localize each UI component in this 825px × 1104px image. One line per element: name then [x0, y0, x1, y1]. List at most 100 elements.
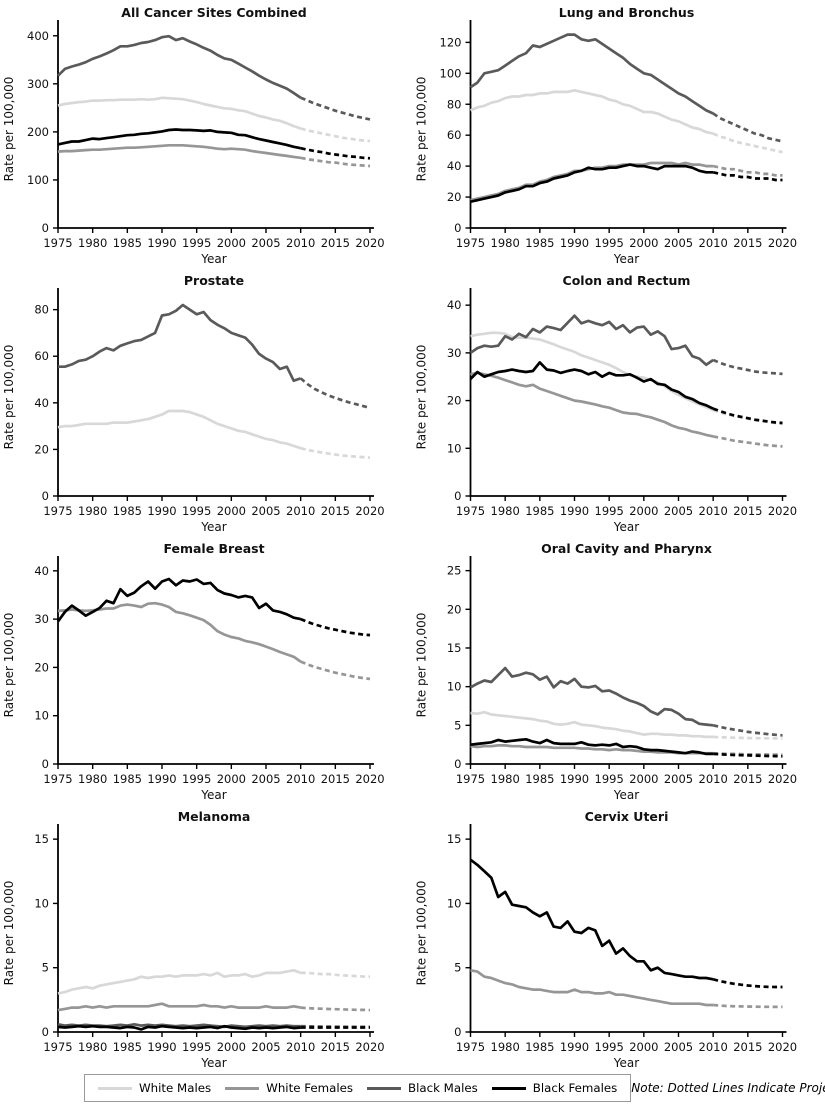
x-tick-label: 1990: [560, 772, 589, 786]
x-axis-title: Year: [200, 788, 226, 802]
x-tick-label: 2000: [629, 236, 658, 250]
legend-item-black-females: Black Females: [491, 1081, 617, 1095]
x-tick-label: 1980: [491, 1040, 520, 1054]
x-tick-label: 1975: [456, 236, 485, 250]
x-tick-label: 2020: [768, 772, 797, 786]
x-tick-label: 2000: [629, 772, 658, 786]
y-tick-label: 20: [34, 660, 49, 674]
line-white-males-observed: [57, 409, 302, 450]
line-white-males-observed: [470, 710, 714, 739]
y-axis-title: Rate per 100,000: [415, 881, 429, 986]
line-black-males-observed: [469, 33, 714, 115]
y-axis-title: Rate per 100,000: [415, 345, 429, 450]
x-tick-label: 1995: [182, 504, 211, 518]
y-tick-label: 40: [447, 298, 462, 312]
legend-label-white-females: White Females: [266, 1081, 354, 1095]
y-tick-label: 20: [447, 190, 462, 204]
chart-panel-all-cancer-sites-combined: All Cancer Sites Combined Rate per 100,0…: [0, 0, 412, 268]
y-tick-label: 400: [27, 29, 49, 43]
chart-plot-female-breast: Female Breast Rate per 100,000 Year 0 10 2…: [2, 541, 385, 802]
x-tick-label: 1975: [43, 772, 72, 786]
line-black-males-observed: [469, 666, 714, 727]
y-tick-label: 10: [34, 896, 49, 910]
x-axis-title: Year: [613, 520, 639, 534]
legend-row: White Males White Females Black Males Bl…: [0, 1072, 825, 1104]
chart-plot-colon-and-rectum: Colon and Rectum Rate per 100,000 Year 0…: [415, 273, 798, 534]
y-axis-title: Rate per 100,000: [2, 613, 16, 718]
x-tick-label: 1995: [595, 772, 624, 786]
x-tick-label: 2005: [251, 504, 280, 518]
line-white-females-projected: [713, 1003, 783, 1009]
chart-plot-prostate: Prostate Rate per 100,000 Year 0 20 40 60 80…: [2, 273, 385, 534]
line-white-males-observed: [57, 96, 302, 130]
x-tick-label: 2020: [768, 236, 797, 250]
line-white-males-projected: [713, 735, 783, 740]
x-tick-label: 2015: [733, 504, 762, 518]
chart-title: Lung and Bronchus: [559, 5, 695, 20]
x-axis-title: Year: [613, 788, 639, 802]
chart-plot-lung-and-bronchus: Lung and Bronchus Rate per 100,000 Year …: [415, 5, 798, 266]
y-tick-label: 15: [447, 641, 462, 655]
line-black-males-projected: [300, 96, 371, 121]
legend-line-sample-white-females: [225, 1086, 260, 1090]
line-black-females-projected: [713, 752, 783, 758]
x-tick-label: 1985: [525, 772, 554, 786]
x-tick-label: 1990: [560, 504, 589, 518]
x-tick-label: 2020: [355, 236, 384, 250]
chart-title: All Cancer Sites Combined: [121, 5, 306, 20]
projection-note: Note: Dotted Lines Indicate Projected Tr…: [631, 1081, 825, 1095]
x-tick-label: 1975: [456, 1040, 485, 1054]
x-tick-label: 2000: [217, 504, 246, 518]
legend-item-white-males: White Males: [98, 1081, 211, 1095]
y-axis-title: Rate per 100,000: [2, 881, 16, 986]
x-tick-label: 2000: [217, 1040, 246, 1054]
y-tick-label: 0: [42, 757, 49, 771]
x-tick-label: 1980: [491, 236, 520, 250]
line-black-females-observed: [469, 361, 714, 410]
chart-panel-colon-and-rectum: Colon and Rectum Rate per 100,000 Year 0…: [412, 268, 825, 536]
y-tick-label: 200: [27, 125, 49, 139]
line-black-males-projected: [712, 723, 783, 737]
chart-plot-all-cancer-sites-combined: All Cancer Sites Combined Rate per 100,0…: [2, 5, 385, 266]
line-black-females-projected: [712, 977, 783, 989]
x-tick-label: 1980: [491, 504, 520, 518]
x-tick-label: 2015: [321, 772, 350, 786]
chart-title: Colon and Rectum: [563, 273, 691, 288]
x-tick-label: 1975: [43, 1040, 72, 1054]
x-tick-label: 1980: [78, 236, 107, 250]
line-white-females-observed: [470, 968, 714, 1007]
x-tick-label: 1985: [525, 504, 554, 518]
chart-panel-lung-and-bronchus: Lung and Bronchus Rate per 100,000 Year …: [412, 0, 825, 268]
line-white-females-projected: [300, 1006, 371, 1012]
x-tick-label: 1985: [113, 1040, 142, 1054]
chart-panel-oral-cavity-and-pharynx: Oral Cavity and Pharynx Rate per 100,000…: [412, 536, 825, 804]
x-tick-label: 1990: [147, 1040, 176, 1054]
x-tick-label: 1990: [560, 236, 589, 250]
x-tick-label: 2010: [699, 504, 728, 518]
y-axis-title: Rate per 100,000: [2, 345, 16, 450]
x-tick-label: 1985: [113, 772, 142, 786]
y-axis-title: Rate per 100,000: [2, 77, 16, 182]
y-tick-label: 25: [447, 564, 462, 578]
y-tick-label: 0: [42, 489, 49, 503]
x-tick-label: 2005: [251, 772, 280, 786]
x-tick-label: 2010: [699, 772, 728, 786]
y-tick-label: 20: [34, 442, 49, 456]
x-tick-label: 2010: [699, 236, 728, 250]
x-tick-label: 1990: [560, 1040, 589, 1054]
line-white-females-observed: [57, 143, 301, 160]
x-axis-title: Year: [613, 1056, 639, 1070]
y-tick-label: 5: [454, 718, 461, 732]
x-tick-label: 2005: [664, 504, 693, 518]
line-white-females-projected: [300, 660, 371, 681]
y-tick-label: 40: [34, 564, 49, 578]
line-white-males-projected: [712, 132, 783, 154]
x-tick-label: 1975: [456, 504, 485, 518]
x-tick-label: 2020: [355, 772, 384, 786]
line-black-females-observed: [470, 737, 714, 756]
y-tick-label: 5: [42, 961, 49, 975]
x-tick-label: 2000: [217, 236, 246, 250]
chart-plot-oral-cavity-and-pharynx: Oral Cavity and Pharynx Rate per 100,000…: [415, 541, 798, 802]
x-tick-label: 2010: [286, 236, 315, 250]
line-white-males-observed: [470, 331, 714, 412]
